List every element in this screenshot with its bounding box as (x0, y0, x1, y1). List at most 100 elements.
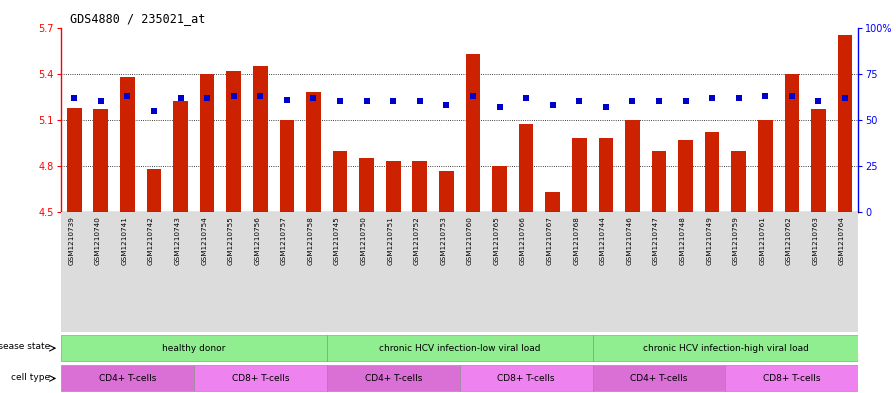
Point (705, 95, 719, 101)
Bar (61, 365, 194, 391)
Point (678, 98, 693, 105)
Text: CD4+ T-cells: CD4+ T-cells (365, 374, 422, 383)
Text: GSM1210739: GSM1210739 (68, 216, 74, 265)
Bar (599, 138, 613, 212)
Bar (705, 132, 719, 212)
Bar (200, 73, 214, 212)
Point (359, 98, 374, 105)
Text: GSM1210767: GSM1210767 (547, 216, 553, 265)
Point (120, 93, 134, 99)
Bar (519, 125, 533, 212)
Bar (120, 77, 134, 212)
Text: CD8+ T-cells: CD8+ T-cells (497, 374, 555, 383)
Point (280, 96, 294, 103)
Text: GSM1210746: GSM1210746 (626, 216, 633, 265)
Text: GSM1210765: GSM1210765 (494, 216, 500, 265)
Text: CD8+ T-cells: CD8+ T-cells (231, 374, 289, 383)
Bar (359, 158, 374, 212)
Point (785, 93, 799, 99)
Point (253, 93, 267, 99)
Bar (147, 169, 161, 212)
Bar (227, 71, 241, 212)
Text: GSM1210762: GSM1210762 (786, 216, 792, 265)
Text: chronic HCV infection-low viral load: chronic HCV infection-low viral load (379, 344, 540, 353)
Point (519, 95, 533, 101)
Bar (173, 101, 188, 212)
Point (731, 95, 745, 101)
Text: GSM1210759: GSM1210759 (733, 216, 738, 265)
Text: GSM1210748: GSM1210748 (679, 216, 685, 265)
Bar (592, 335, 858, 361)
Text: GSM1210755: GSM1210755 (228, 216, 234, 265)
Text: GSM1210752: GSM1210752 (414, 216, 419, 265)
Point (306, 95, 321, 101)
Bar (731, 151, 746, 212)
Bar (412, 162, 427, 212)
Text: GSM1210745: GSM1210745 (334, 216, 340, 265)
Text: GSM1210756: GSM1210756 (254, 216, 260, 265)
Bar (492, 166, 507, 212)
Point (599, 104, 613, 110)
Text: CD4+ T-cells: CD4+ T-cells (630, 374, 688, 383)
Point (412, 98, 426, 105)
Point (572, 98, 586, 105)
Text: GSM1210763: GSM1210763 (813, 216, 819, 265)
Bar (811, 109, 826, 212)
Bar (386, 162, 401, 212)
Bar (439, 171, 453, 212)
Point (94, 98, 108, 105)
Bar (306, 92, 321, 212)
Bar (280, 120, 294, 212)
Point (625, 98, 640, 105)
Point (67, 95, 82, 101)
Point (546, 102, 560, 108)
Bar (327, 365, 460, 391)
Text: GSM1210768: GSM1210768 (573, 216, 579, 265)
Text: GSM1210751: GSM1210751 (387, 216, 393, 265)
Point (386, 98, 401, 105)
Point (147, 107, 161, 114)
Point (200, 95, 214, 101)
Text: GSM1210757: GSM1210757 (280, 216, 287, 265)
Bar (253, 66, 268, 212)
Text: GSM1210760: GSM1210760 (467, 216, 473, 265)
Text: GSM1210749: GSM1210749 (706, 216, 712, 265)
Text: healthy donor: healthy donor (162, 344, 226, 353)
Bar (460, 365, 592, 391)
Point (227, 93, 241, 99)
Bar (785, 73, 799, 212)
Bar (651, 151, 667, 212)
Bar (466, 54, 480, 212)
Point (493, 104, 507, 110)
Text: GSM1210747: GSM1210747 (653, 216, 659, 265)
Text: cell type: cell type (11, 373, 50, 382)
Bar (332, 151, 348, 212)
Bar (758, 120, 772, 212)
Point (652, 98, 667, 105)
Bar (546, 192, 560, 212)
Bar (726, 365, 858, 391)
Text: GSM1210758: GSM1210758 (307, 216, 314, 265)
Point (174, 95, 188, 101)
Text: CD8+ T-cells: CD8+ T-cells (763, 374, 821, 383)
Bar (194, 365, 327, 391)
Text: GSM1210761: GSM1210761 (759, 216, 765, 265)
Text: GSM1210764: GSM1210764 (839, 216, 845, 265)
Bar (572, 138, 587, 212)
Bar (678, 140, 693, 212)
Text: GSM1210766: GSM1210766 (520, 216, 526, 265)
Text: GSM1210744: GSM1210744 (599, 216, 606, 265)
Text: GSM1210741: GSM1210741 (121, 216, 127, 265)
Bar (838, 35, 852, 212)
Point (758, 93, 772, 99)
Point (439, 102, 453, 108)
Point (333, 98, 348, 105)
Bar (61, 335, 327, 361)
Text: GSM1210754: GSM1210754 (201, 216, 207, 265)
Text: GSM1210753: GSM1210753 (440, 216, 446, 265)
Bar (67, 108, 82, 212)
Text: GSM1210742: GSM1210742 (148, 216, 154, 265)
Point (812, 98, 826, 105)
Text: CD4+ T-cells: CD4+ T-cells (99, 374, 156, 383)
Text: disease state: disease state (0, 342, 50, 351)
